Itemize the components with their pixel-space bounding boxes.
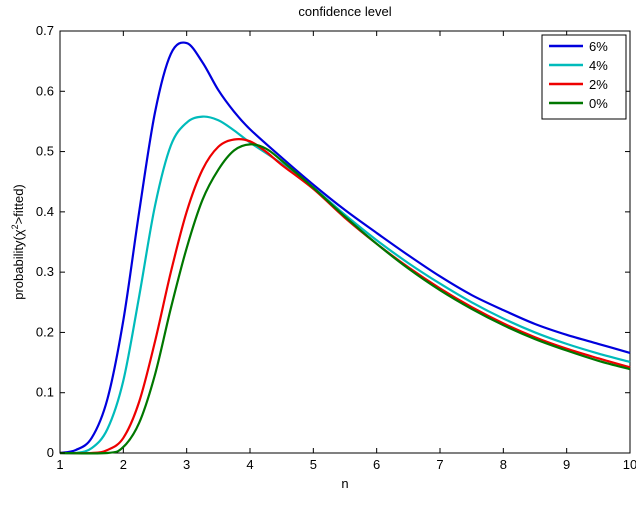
y-tick-label: 0.3: [36, 264, 54, 279]
legend-label: 2%: [589, 77, 608, 92]
x-tick-label: 2: [120, 457, 127, 472]
x-tick-label: 9: [563, 457, 570, 472]
x-tick-label: 10: [623, 457, 636, 472]
series-line-6pct: [59, 41, 631, 455]
y-axis-label-suffix: >fitted): [11, 184, 26, 224]
x-tick-label: 7: [436, 457, 443, 472]
x-tick-label: 6: [373, 457, 380, 472]
legend-box: [541, 34, 627, 120]
x-tick-label: 4: [246, 457, 253, 472]
series-line-0pct: [59, 143, 631, 455]
x-tick-label: 5: [310, 457, 317, 472]
y-tick-label: 0.5: [36, 144, 54, 159]
x-tick-label: 1: [56, 457, 63, 472]
y-axis-label: probability(χ2>fitted): [10, 184, 26, 300]
y-tick-label: 0.2: [36, 324, 54, 339]
y-tick-label: 0.4: [36, 204, 54, 219]
y-axis-label-sup: 2: [10, 224, 20, 229]
y-tick-label: 0.1: [36, 385, 54, 400]
chart-title: confidence level: [298, 4, 391, 19]
legend-label: 4%: [589, 58, 608, 73]
y-tick-label: 0.6: [36, 83, 54, 98]
plot-area: [59, 30, 631, 454]
y-axis-label-prefix: probability(: [11, 236, 26, 300]
series-line-2pct: [59, 138, 631, 455]
x-tick-label: 8: [500, 457, 507, 472]
y-axis-label-chi: χ: [11, 229, 26, 236]
legend-label: 6%: [589, 39, 608, 54]
x-tick-label: 3: [183, 457, 190, 472]
y-tick-label: 0: [47, 445, 54, 460]
legend-label: 0%: [589, 96, 608, 111]
series-lines: [59, 41, 631, 455]
legend: 6% 4% 2% 0%: [541, 34, 627, 120]
y-tick-label: 0.7: [36, 23, 54, 38]
x-axis-label: n: [341, 476, 348, 491]
axis-ticks: 1 2 3 4 5 6 7 8 9 10 0 0.1 0.2 0.3 0.4 0.5 0.6 0.7: [36, 23, 636, 472]
